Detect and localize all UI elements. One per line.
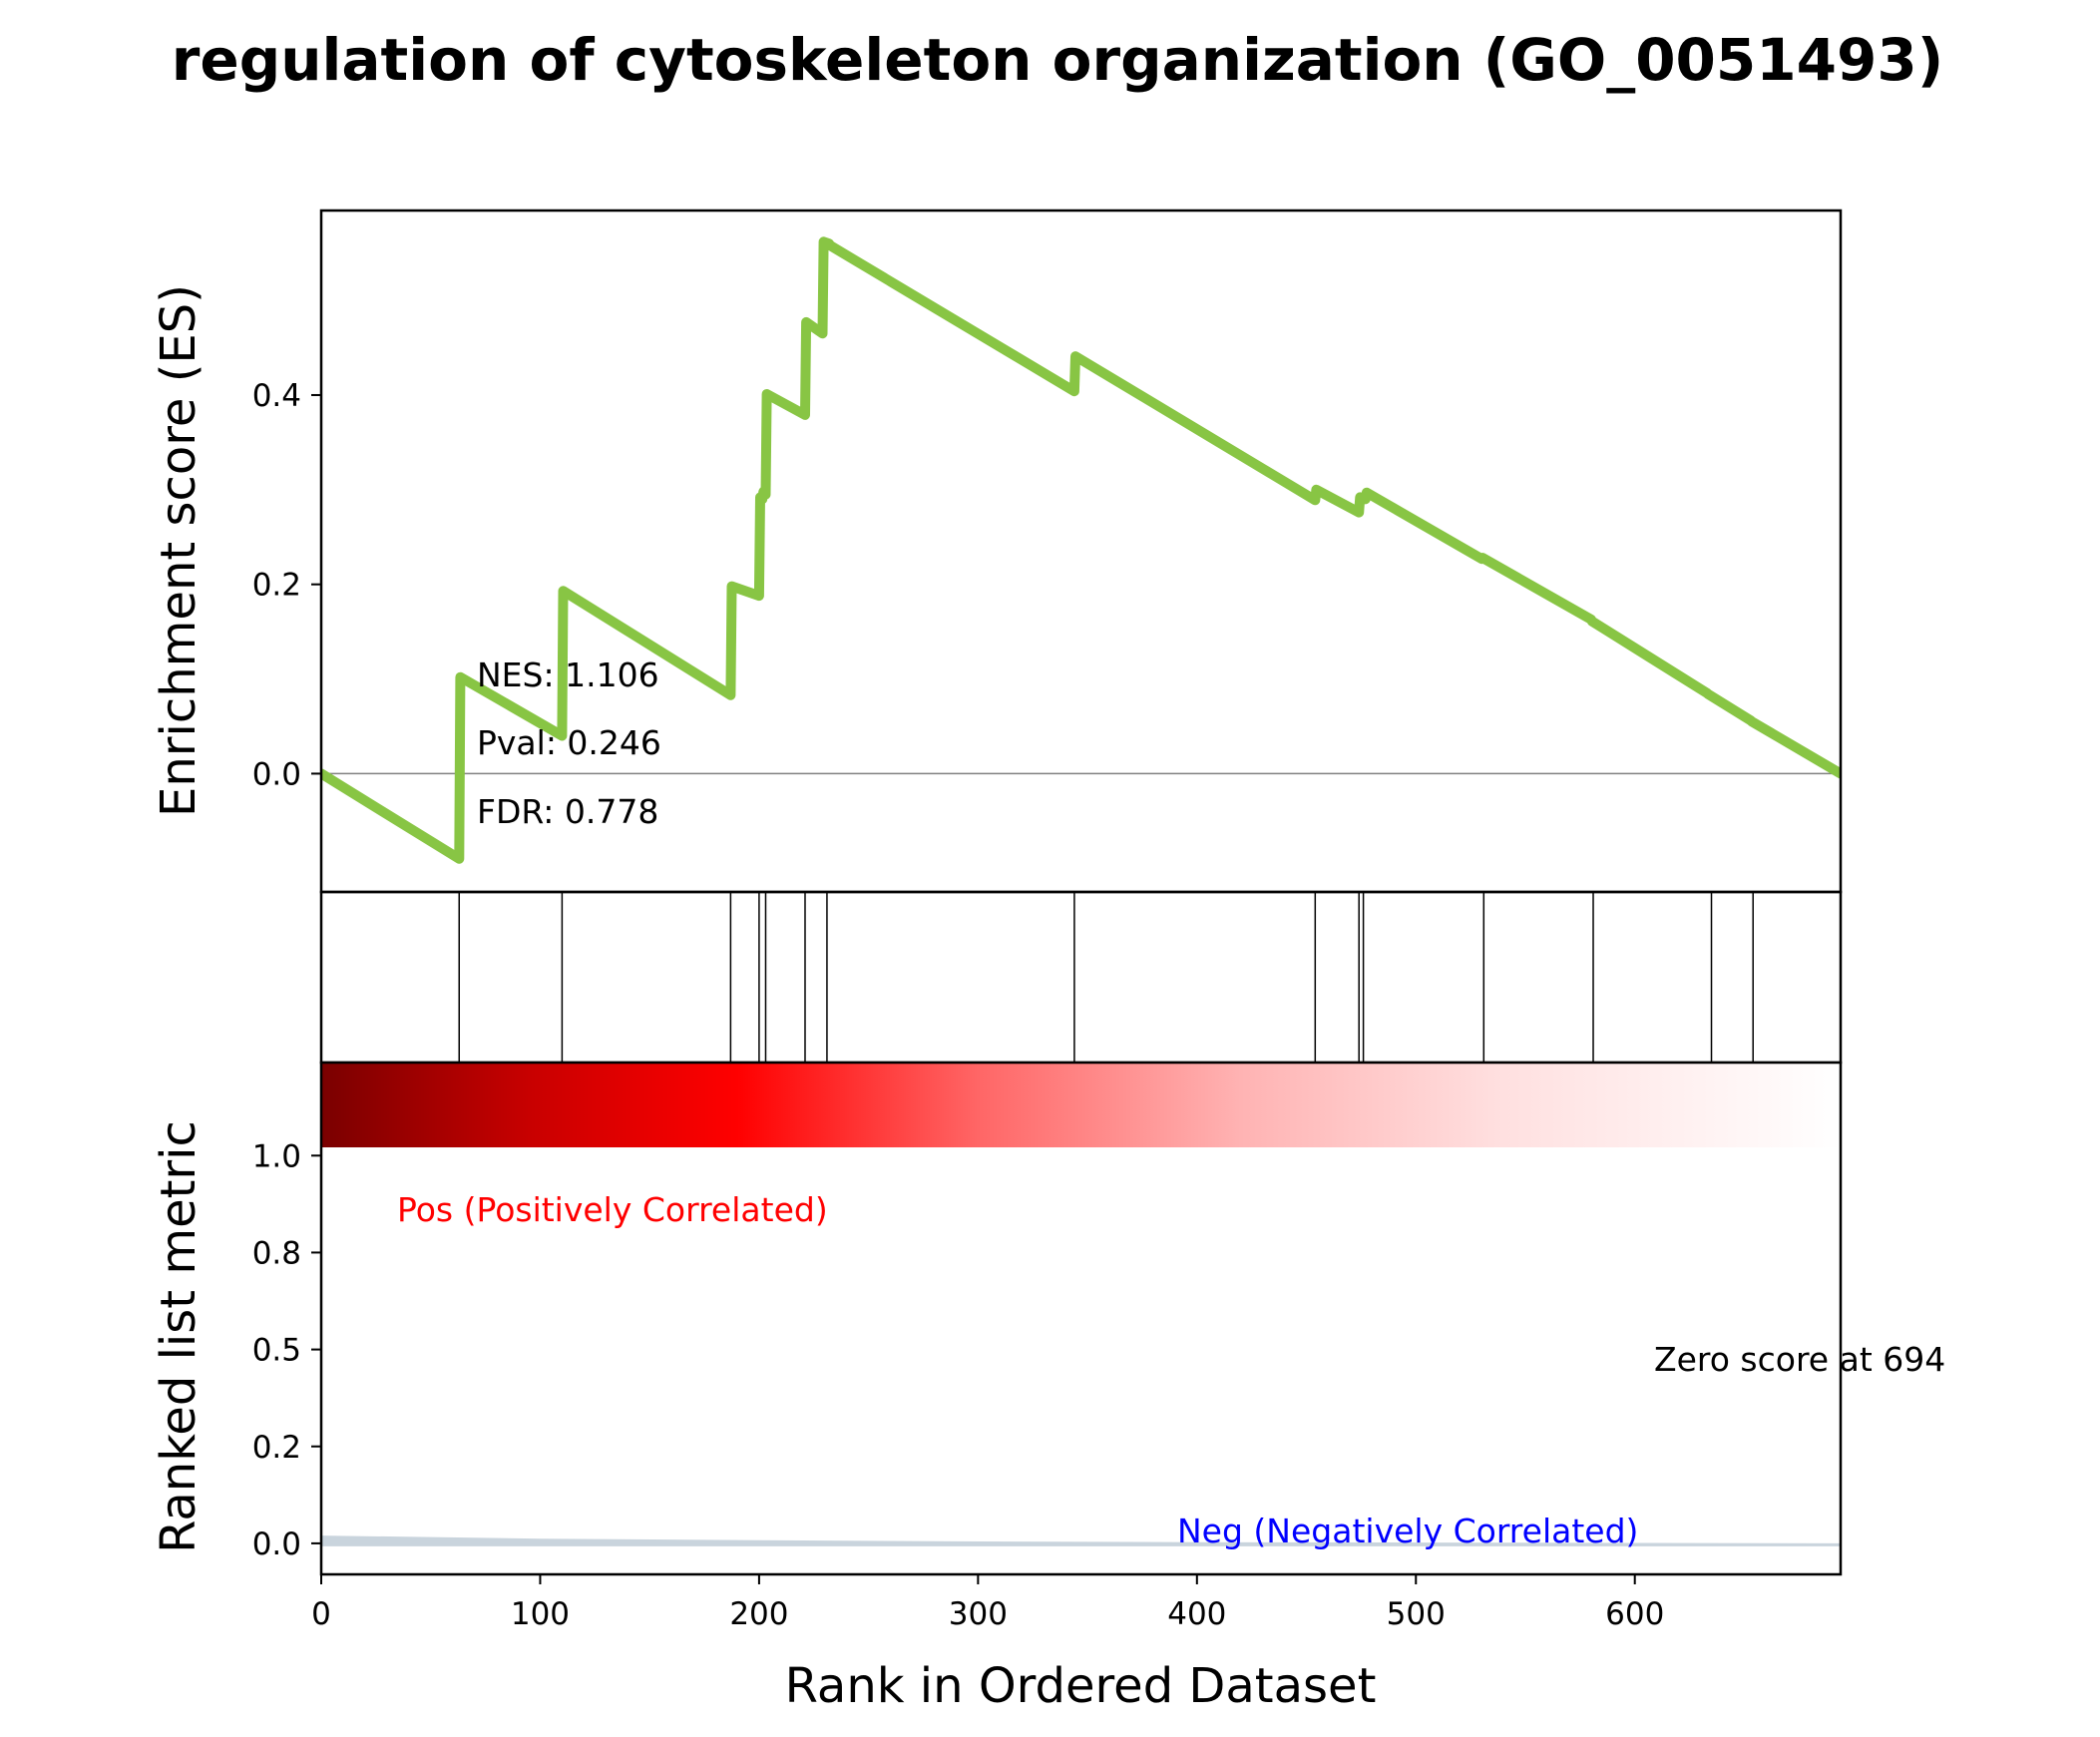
ranked-metric-panel: 0.0 0.2 0.5 0.8 1.0 0 100 200 300 400 500 600 Rank… <box>151 1061 1945 1714</box>
x-ticks: 0 100 200 300 400 500 600 <box>311 1574 1664 1632</box>
neg-correlated-label: Neg (Negatively Correlated) <box>1177 1512 1638 1550</box>
x-axis-label: Rank in Ordered Dataset <box>785 1658 1377 1714</box>
metric-y-axis-label: Ranked list metric <box>151 1120 207 1553</box>
es-y-tick-label: 0.2 <box>252 568 301 604</box>
pval-stat: Pval: 0.246 <box>477 723 661 762</box>
enrichment-score-line <box>321 236 1841 864</box>
metric-y-tick-label: 0.0 <box>252 1526 301 1562</box>
x-tick-label: 0 <box>311 1596 331 1632</box>
x-tick-label: 500 <box>1387 1596 1446 1632</box>
x-tick-label: 400 <box>1167 1596 1226 1632</box>
es-y-tick-label: 0.0 <box>252 756 301 792</box>
metric-y-tick-label: 0.8 <box>252 1235 301 1271</box>
es-y-axis-label: Enrichment score (ES) <box>151 284 207 817</box>
es-panel-frame <box>319 209 1843 894</box>
ranked-metric-area <box>321 1535 1841 1546</box>
fdr-stat: FDR: 0.778 <box>477 792 658 831</box>
es-y-tick-label: 0.4 <box>252 378 301 414</box>
gene-hits-panel <box>319 890 1843 1065</box>
x-tick-label: 200 <box>729 1596 788 1632</box>
metric-y-tick-label: 0.5 <box>252 1333 301 1369</box>
x-tick-label: 100 <box>511 1596 570 1632</box>
x-tick-label: 300 <box>949 1596 1008 1632</box>
chart-title: regulation of cytoskeleton organization … <box>172 26 1943 94</box>
metric-y-tick-label: 0.2 <box>252 1430 301 1466</box>
metric-y-ticks: 0.0 0.2 0.5 0.8 1.0 <box>252 1138 321 1562</box>
metric-panel-frame <box>319 1061 1843 1576</box>
hits-panel-frame <box>319 890 1843 1065</box>
metric-y-tick-label: 1.0 <box>252 1138 301 1174</box>
nes-stat: NES: 1.106 <box>477 655 659 694</box>
es-y-ticks: 0.0 0.2 0.4 <box>252 378 321 792</box>
hit-lines <box>458 892 1754 1063</box>
x-tick-label: 600 <box>1605 1596 1664 1632</box>
rank-heatmap-bar <box>321 1063 1841 1147</box>
enrichment-score-panel: 0.0 0.2 0.4 Enrichment score (ES) NES: 1.1… <box>151 209 1843 894</box>
zero-score-label: Zero score at 694 <box>1654 1340 1945 1379</box>
pos-correlated-label: Pos (Positively Correlated) <box>397 1190 828 1229</box>
